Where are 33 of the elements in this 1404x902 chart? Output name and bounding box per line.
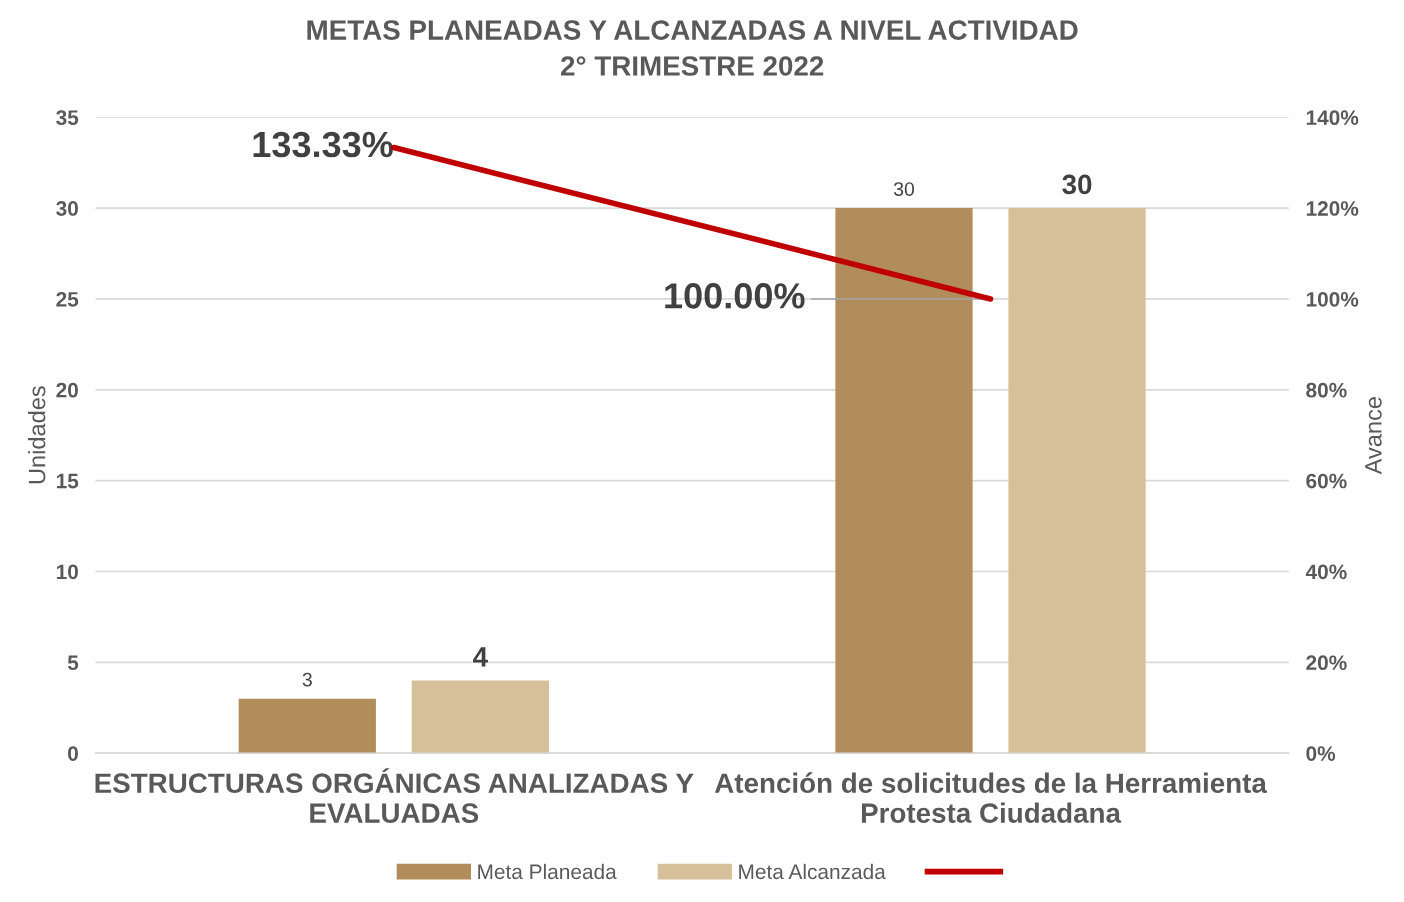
y-tick-label: 10 — [56, 564, 78, 580]
bar — [411, 680, 549, 754]
y2-tick-label: 140% — [1306, 110, 1359, 126]
legend-label: Meta Alcanzada — [739, 863, 886, 880]
data-label: 4 — [473, 647, 488, 667]
y-tick-label: 35 — [56, 110, 79, 126]
y-tick-label: 15 — [56, 473, 79, 489]
x-tick-label: ESTRUCTURAS ORGÁNICAS ANALIZADAS Y EVALUADAS — [95, 768, 694, 823]
chart-title: METAS PLANEADAS Y ALCANZADAS A NIVEL ACTIVIDAD 2° TRIMESTRE 2022 — [307, 20, 1078, 76]
bar — [835, 208, 973, 754]
y-tick-label: 25 — [56, 291, 79, 307]
y2-tick-label: 60% — [1306, 473, 1347, 489]
data-label: 100.00% — [665, 283, 805, 309]
y-axis-title: Unidades — [28, 386, 46, 484]
y2-tick-label: 100% — [1306, 291, 1359, 307]
data-label: 133.33% — [253, 131, 393, 158]
x-tick-label: Atención de solicitudes de la Herramienta Protesta Ciudadana — [714, 772, 1268, 823]
y-tick-label: 5 — [67, 655, 79, 671]
y2-tick-label: 40% — [1305, 564, 1347, 580]
y2-tick-label: 120% — [1306, 201, 1359, 216]
bar — [238, 698, 376, 754]
legend-label: Meta Planeada — [478, 863, 617, 880]
y-tick-label: 30 — [56, 201, 78, 216]
y2-tick-label: 20% — [1306, 655, 1347, 671]
y-tick-label: 0 — [68, 746, 78, 761]
data-label: 30 — [1062, 174, 1092, 195]
y2-tick-label: 80% — [1306, 382, 1347, 398]
bar — [1008, 208, 1146, 754]
data-label: 3 — [302, 672, 312, 687]
y2-tick-label: 0% — [1306, 746, 1336, 761]
y-tick-label: 20 — [56, 382, 78, 398]
y2-axis-title: Avance — [1365, 397, 1382, 475]
data-label: 30 — [893, 182, 915, 196]
